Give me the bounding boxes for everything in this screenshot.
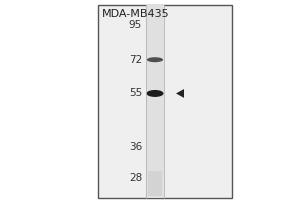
Text: 36: 36 [129,142,142,152]
Text: 72: 72 [129,55,142,65]
Text: 95: 95 [129,20,142,30]
Text: MDA-MB435: MDA-MB435 [102,9,170,19]
Bar [148,171,162,196]
Polygon shape [176,89,184,98]
Text: 55: 55 [129,88,142,98]
Text: 28: 28 [129,173,142,183]
Bar [146,5,164,198]
Ellipse shape [146,90,164,97]
Bar [98,5,232,198]
Ellipse shape [147,57,163,62]
